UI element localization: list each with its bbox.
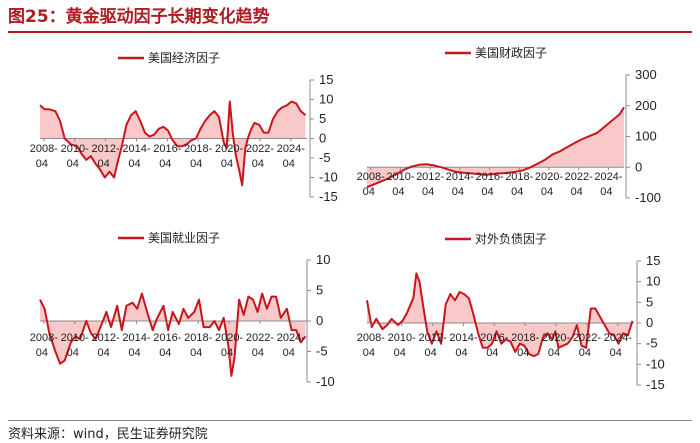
x-tick-label-c1: 2010-04 — [386, 171, 414, 198]
y-tick-label-c0: 5 — [319, 111, 326, 126]
x-tick-label-c2: 2018-04 — [184, 332, 212, 359]
page-title: 图25：黄金驱动因子长期变化趋势 — [8, 7, 270, 27]
x-tick-label-c3: 2010-04 — [388, 332, 416, 359]
x-tick-label-c0: 2012-04 — [92, 143, 120, 170]
x-tick-label-c0: 2022-04 — [246, 143, 274, 170]
series-line-c0 — [39, 100, 307, 187]
x-tick-label-c3: 2020-04 — [542, 332, 570, 359]
x-tick-label-c1: 2016-04 — [475, 171, 503, 198]
x-tick-label-c2: 2020-04 — [215, 332, 243, 359]
x-tick-label-c3: 2018-04 — [511, 332, 539, 359]
x-tick-label-c1: 2020-04 — [535, 171, 563, 198]
y-tick-label-c1: 100 — [635, 129, 657, 144]
x-tick-label-c2: 2022-04 — [246, 332, 274, 359]
series-line-c2 — [39, 292, 307, 377]
x-tick-label-c3: 2024-04 — [604, 332, 632, 359]
y-tick-label-c3: -10 — [646, 356, 665, 371]
y-tick-label-c0: 10 — [319, 92, 333, 107]
title-divider — [8, 31, 692, 33]
y-tick-label-c0: 15 — [319, 72, 333, 87]
y-tick-label-c3: 10 — [646, 274, 660, 289]
x-tick-label-c3: 2012-04 — [419, 332, 447, 359]
y-tick-label-c1: 0 — [635, 159, 642, 174]
y-tick-label-c1: 300 — [635, 67, 657, 82]
legend-label-c3: 对外负债因子 — [475, 232, 547, 246]
x-tick-label-c3: 2008-04 — [357, 332, 385, 359]
x-tick-label-c3: 2022-04 — [573, 332, 601, 359]
x-tick-label-c1: 2018-04 — [505, 171, 533, 198]
series-line-c3 — [366, 272, 634, 358]
y-tick-label-c2: 0 — [316, 313, 323, 328]
y-tick-label-c3: 5 — [646, 294, 653, 309]
y-tick-label-c3: 0 — [646, 315, 653, 330]
y-tick-label-c3: -15 — [646, 377, 665, 392]
x-tick-label-c2: 2010-04 — [61, 332, 89, 359]
y-tick-label-c0: 0 — [319, 131, 326, 146]
y-tick-label-c2: 10 — [316, 252, 330, 267]
area-fill-c3 — [367, 273, 633, 357]
y-tick-label-c3: -5 — [646, 336, 658, 351]
y-tick-label-c0: -15 — [319, 189, 338, 204]
x-tick-label-c0: 2016-04 — [153, 143, 181, 170]
x-tick-label-c1: 2014-04 — [446, 171, 474, 198]
y-tick-label-c3: 15 — [646, 253, 660, 268]
legend-label-c2: 美国就业因子 — [148, 231, 220, 245]
footer-divider — [8, 420, 692, 421]
x-tick-label-c1: 2008-04 — [357, 171, 385, 198]
area-fill-c0 — [40, 101, 306, 186]
y-tick-label-c0: -10 — [319, 170, 338, 185]
x-tick-label-c1: 2024-04 — [594, 171, 622, 198]
x-tick-label-c0: 2010-04 — [61, 143, 89, 170]
x-tick-label-c2: 2014-04 — [122, 332, 150, 359]
y-tick-label-c1: -100 — [635, 190, 661, 205]
y-tick-label-c2: -10 — [316, 374, 335, 389]
x-tick-label-c0: 2018-04 — [184, 143, 212, 170]
y-tick-label-c1: 200 — [635, 98, 657, 113]
x-tick-label-c0: 2020-04 — [215, 143, 243, 170]
legend-label-c0: 美国经济因子 — [148, 50, 220, 65]
series-line-c1 — [366, 106, 625, 189]
y-tick-label-c0: -5 — [319, 150, 331, 165]
y-tick-label-c2: -5 — [316, 344, 328, 359]
x-tick-label-c2: 2024-04 — [277, 332, 305, 359]
x-tick-label-c3: 2014-04 — [449, 332, 477, 359]
x-tick-label-c2: 2016-04 — [153, 332, 181, 359]
legend-label-c1: 美国财政因子 — [475, 46, 547, 60]
y-tick-label-c2: 5 — [316, 283, 323, 298]
x-tick-label-c2: 2012-04 — [92, 332, 120, 359]
x-tick-label-c0: 2008-04 — [30, 143, 58, 170]
x-tick-label-c2: 2008-04 — [30, 332, 58, 359]
x-tick-label-c0: 2024-04 — [277, 143, 305, 170]
x-tick-label-c1: 2022-04 — [565, 171, 593, 198]
x-tick-label-c0: 2014-04 — [122, 143, 150, 170]
x-tick-label-c3: 2016-04 — [480, 332, 508, 359]
source-note: 资料来源：wind，民生证券研究院 — [8, 427, 208, 442]
x-tick-label-c1: 2012-04 — [416, 171, 444, 198]
